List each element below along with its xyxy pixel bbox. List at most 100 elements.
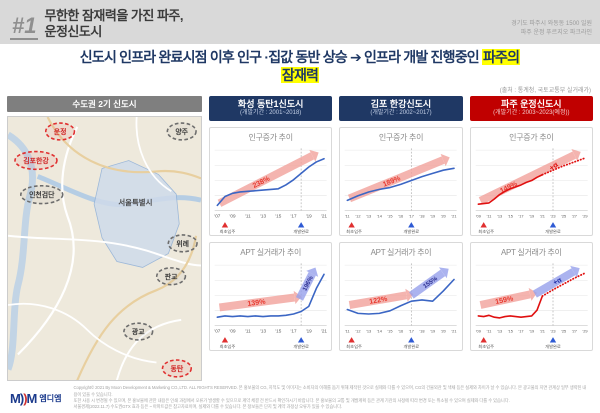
chart-card-apt-price: APT 실거래가 추이 159% +α '09 '11 '13 '15 '17 '19 '21 '…: [469, 242, 593, 352]
svg-text:'19: '19: [430, 213, 435, 218]
footer: M))M 엠디엠 Copyright© 2021 By Moon Develop…: [0, 383, 600, 413]
project-address: 경기도 파주시 와동동 1500 일원 파주 운정 푸르지오 파크라인: [511, 20, 592, 40]
map-location-운정: 운정: [44, 122, 76, 141]
svg-text:'09: '09: [475, 329, 480, 334]
svg-text:개발완료: 개발완료: [404, 343, 420, 350]
svg-text:'21: '21: [321, 213, 327, 218]
svg-text:'09: '09: [230, 329, 236, 334]
svg-text:김포한강: 김포한강: [23, 156, 49, 165]
chart-title: APT 실거래가 추이: [240, 248, 302, 258]
main-content: 수도권 2기 신도시 운정 양주 김포한강 인천검단 위례 판교 광교 동탄 서울특별시: [0, 96, 600, 382]
svg-text:'15: '15: [275, 329, 281, 334]
apt-price-chart-hwaseong: 139% 196% '07 '09 '11 '13 '15 '17 '19 '21 최초입주 개발완료: [214, 263, 327, 350]
svg-text:'13: '13: [497, 329, 502, 334]
svg-text:+α: +α: [551, 276, 563, 288]
header-band: #1 무한한 잠재력을 가진 파주, 운정신도시 경기도 파주시 와동동 150…: [0, 0, 600, 44]
svg-text:'13: '13: [260, 329, 266, 334]
svg-text:인천검단: 인천검단: [29, 190, 55, 199]
svg-text:'11: '11: [245, 213, 251, 218]
svg-text:'21: '21: [321, 329, 327, 334]
banner-highlight-2: 잠재력: [280, 66, 320, 83]
svg-text:'14: '14: [377, 213, 383, 218]
map-panel: 수도권 2기 신도시 운정 양주 김포한강 인천검단 위례 판교 광교 동탄 서울특별시: [7, 96, 202, 382]
map-location-김포한강: 김포한강: [14, 150, 58, 171]
banner-text: 신도시 인프라 완료시점 이후 인구 ·집값 동반 상승 ➔ 인프라 개발 진행…: [79, 49, 482, 65]
column-header-gimpo: 김포 한강신도시 (개발기간 : 2002~2017): [339, 96, 463, 121]
svg-text:'20: '20: [441, 329, 447, 334]
svg-text:139%: 139%: [247, 298, 267, 308]
svg-text:'11: '11: [345, 329, 350, 334]
svg-text:'13: '13: [366, 329, 371, 334]
svg-text:'23: '23: [550, 329, 555, 334]
column-gimpo-hangang: 김포 한강신도시 (개발기간 : 2002~2017) 인구증가 추이 189%…: [339, 96, 463, 381]
svg-text:'12: '12: [356, 213, 361, 218]
svg-text:'16: '16: [398, 213, 403, 218]
svg-text:최초입주: 최초입주: [347, 343, 363, 350]
page-number: #1: [10, 13, 39, 40]
project-name-line2: 파주 운정 푸르지오 파크라인: [520, 30, 592, 36]
chart-title: 인구증가 추이: [509, 132, 554, 142]
svg-text:'17: '17: [291, 213, 297, 218]
svg-text:159%: 159%: [494, 294, 514, 306]
svg-text:'19: '19: [529, 329, 534, 334]
svg-text:'19: '19: [430, 329, 435, 334]
data-source-note: (출처 : 통계청, 국토교통부 실거래가): [499, 88, 591, 94]
svg-text:'25: '25: [561, 329, 567, 334]
svg-text:'19: '19: [529, 213, 534, 218]
svg-text:122%: 122%: [369, 295, 389, 306]
svg-text:'11: '11: [486, 213, 491, 218]
column-title: 김포 한강신도시: [370, 99, 432, 109]
svg-text:'21: '21: [452, 213, 457, 218]
copyright-line: 서울경제(2022.11.7) 수도권GTX 효과 등은 ~ 아파트값은 참고자…: [73, 404, 343, 410]
map-location-판교: 판교: [155, 267, 187, 286]
svg-text:'09: '09: [230, 213, 236, 218]
svg-text:운정: 운정: [54, 127, 67, 136]
svg-text:위례: 위례: [176, 239, 189, 248]
mdm-logo-name: 엠디엠: [39, 393, 62, 403]
apt-price-chart-gimpo: 122%155%'11'12'13'14'15'16'17'18'19'20'2…: [344, 263, 457, 350]
copyright-text: Copyright© 2021 By Moon Development & Ma…: [73, 385, 590, 411]
column-title: 파주 운정신도시: [501, 99, 562, 109]
svg-text:개발완료: 개발완료: [545, 343, 561, 350]
svg-text:'18: '18: [420, 213, 425, 218]
copyright-line: Copyright© 2021 By Moon Development & Ma…: [73, 385, 587, 397]
svg-text:'21: '21: [452, 329, 457, 334]
column-title: 화성 동탄1신도시: [237, 99, 304, 109]
svg-text:최초입주: 최초입주: [220, 343, 236, 350]
svg-text:개발완료: 개발완료: [293, 227, 309, 234]
chart-card-population: 인구증가 추이 238% '07'09'11'13'15'17'19'21 최초입주…: [209, 126, 333, 237]
svg-text:'07: '07: [214, 329, 220, 334]
chart-title: APT 실거래가 추이: [500, 248, 562, 258]
svg-text:'17: '17: [518, 329, 523, 334]
svg-text:'29: '29: [582, 329, 587, 334]
page-title: 무한한 잠재력을 가진 파주, 운정신도시: [44, 8, 511, 41]
column-paju-unjeong: 파주 운정신도시 (개발기간 : 2003~2023(예정)) 인구증가 추이 …: [469, 96, 593, 381]
svg-text:'18: '18: [420, 329, 425, 334]
svg-text:'13: '13: [260, 213, 266, 218]
page-title-line2: 운정신도시: [44, 23, 102, 39]
column-period: (개발기간 : 2001~2018): [240, 109, 302, 116]
svg-text:'11: '11: [245, 329, 251, 334]
metro-map: 운정 양주 김포한강 인천검단 위례 판교 광교 동탄 서울특별시: [7, 116, 202, 382]
svg-text:'13: '13: [497, 213, 502, 218]
svg-text:개발완료: 개발완료: [404, 227, 420, 234]
svg-text:'13: '13: [366, 213, 371, 218]
svg-text:'11: '11: [486, 329, 491, 334]
page-title-line1: 무한한 잠재력을 가진 파주,: [44, 7, 183, 23]
svg-text:'15: '15: [275, 213, 281, 218]
svg-text:'19: '19: [306, 329, 312, 334]
svg-text:'17: '17: [291, 329, 297, 334]
svg-text:최초입주: 최초입주: [220, 227, 236, 234]
svg-text:'15: '15: [507, 329, 513, 334]
svg-text:'16: '16: [398, 329, 403, 334]
key-message-banner: 신도시 인프라 완료시점 이후 인구 ·집값 동반 상승 ➔ 인프라 개발 진행…: [0, 44, 600, 84]
map-location-동탄: 동탄: [161, 359, 193, 378]
svg-text:'15: '15: [507, 213, 513, 218]
project-address-line1: 경기도 파주시 와동동 1500 일원: [511, 21, 592, 27]
svg-text:광교: 광교: [132, 327, 145, 336]
svg-text:최초입주: 최초입주: [478, 343, 494, 350]
svg-text:'17: '17: [409, 213, 414, 218]
svg-text:'14: '14: [377, 329, 383, 334]
chart-title: 인구증가 추이: [378, 132, 424, 142]
